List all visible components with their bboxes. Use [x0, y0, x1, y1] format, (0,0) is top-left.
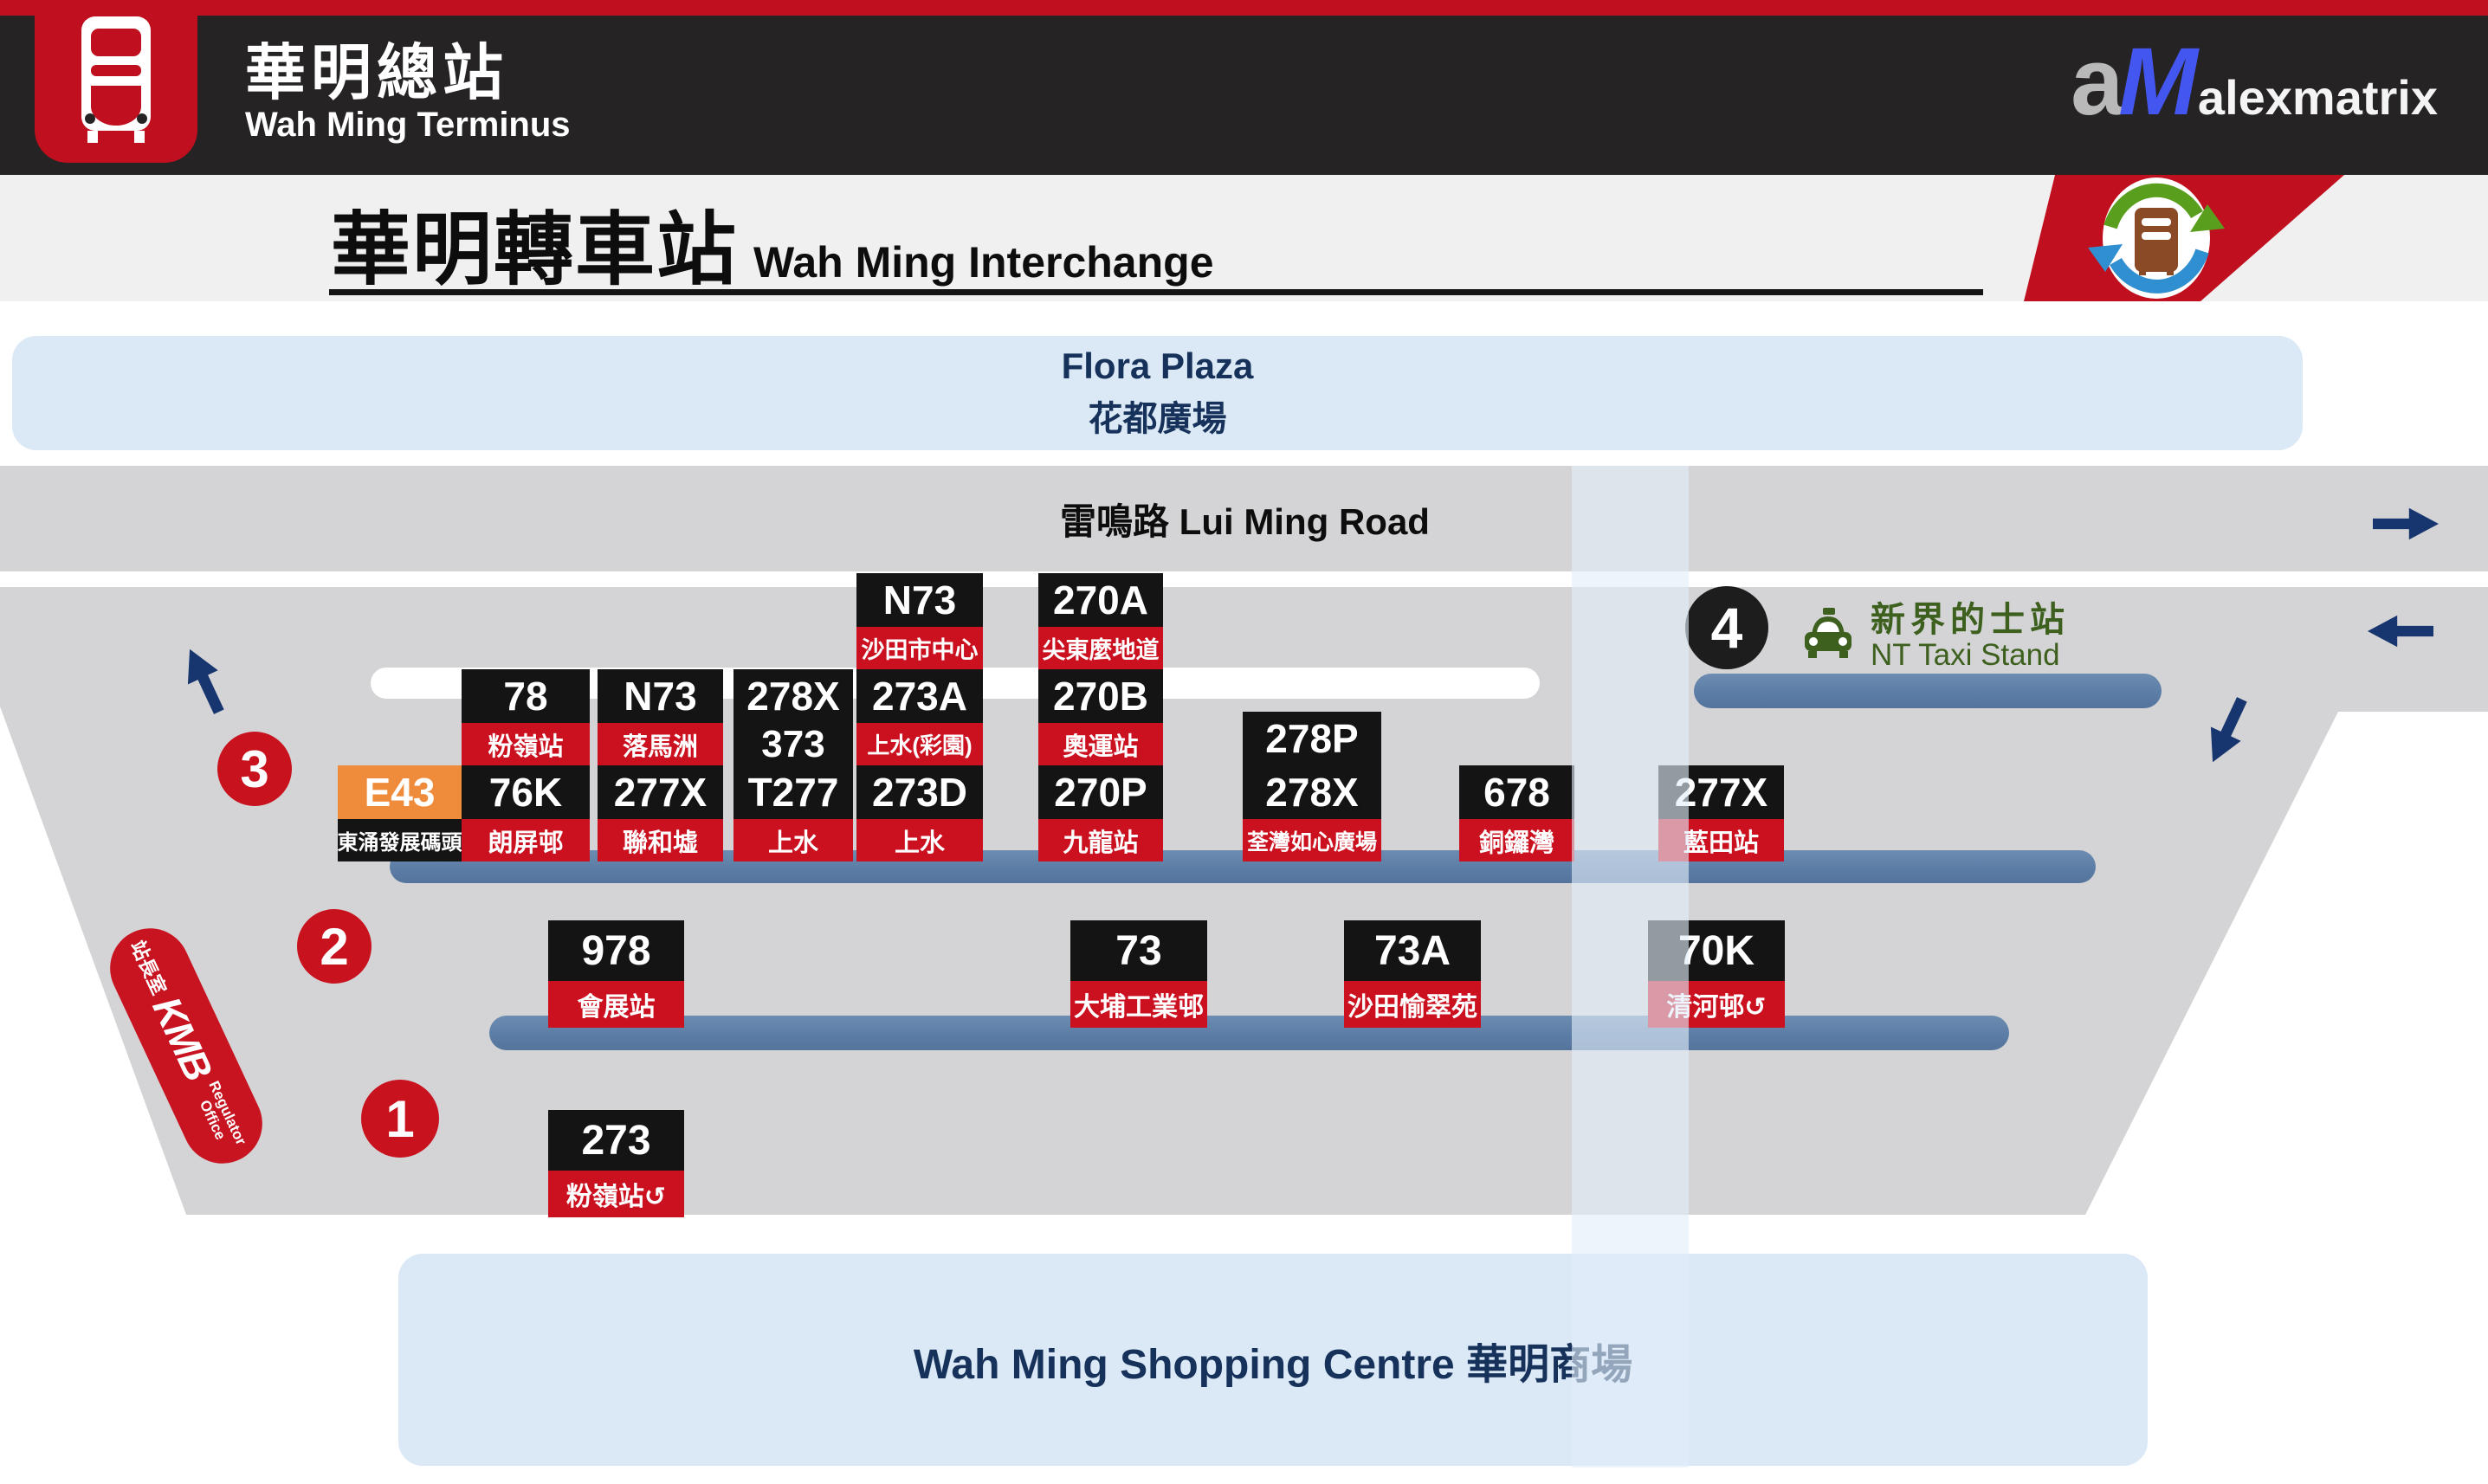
interchange-title-zh: 華明轉車站	[331, 206, 739, 294]
lui-ming-road-label: 雷鳴路 Lui Ming Road	[1060, 500, 1430, 542]
logo-a: a	[2071, 29, 2123, 135]
route-destination: 上水	[856, 819, 983, 861]
logo-wordmark: alexmatrix	[2197, 70, 2438, 125]
taxi-stand-bay	[1694, 674, 2162, 708]
terminus-title-en: Wah Ming Terminus	[245, 106, 571, 144]
bus-badge	[35, 0, 197, 163]
alexmatrix-logo: a M alexmatrix	[2071, 35, 2438, 130]
stop-4-badge: 4	[1685, 586, 1768, 669]
route-number: 270A	[1038, 573, 1163, 627]
route-destination: 朗屏邨	[462, 819, 590, 861]
route-number: 273	[548, 1110, 684, 1171]
route-destination: 東涌發展碼頭	[338, 819, 462, 861]
route-destination: 粉嶺站↺	[548, 1171, 684, 1217]
interchange-icon	[2088, 177, 2225, 299]
flora-plaza-en: Flora Plaza	[1061, 345, 1254, 386]
route-destination: 尖東麼地道	[1038, 627, 1163, 669]
route-number: 373	[733, 723, 853, 765]
route-destination: 上水	[733, 819, 853, 861]
double-decker-bus-icon	[79, 16, 153, 146]
route-column-270a-270b-270p: 270A 尖東麼地道 270B 奧運站 270P 九龍站	[1038, 573, 1163, 861]
route-number: 273A	[856, 669, 983, 723]
stop-1-badge: 1	[361, 1080, 439, 1158]
top-red-bar	[0, 0, 2488, 16]
route-destination: 九龍站	[1038, 819, 1163, 861]
route-column-278x-373-t277: 278X 373 T277 上水	[733, 669, 853, 861]
route-destination: 大埔工業邨	[1070, 981, 1207, 1028]
taxi-stand-label: 新界的士站 NT Taxi Stand	[1871, 601, 2070, 673]
route-column-978: 978 會展站	[548, 920, 684, 1028]
route-destination: 奧運站	[1038, 723, 1163, 765]
route-column-278p-278x: 278P 278X 荃灣如心廣場	[1243, 712, 1381, 861]
route-destination: 沙田市中心	[856, 627, 983, 669]
route-number: T277	[733, 765, 853, 819]
exit-up-left-arrow	[171, 641, 237, 721]
route-destination: 落馬洲	[598, 723, 723, 765]
title-underline	[329, 289, 1983, 295]
route-number: 76K	[462, 765, 590, 819]
flora-plaza-block: Flora Plaza 花都廣場	[12, 336, 2303, 450]
taxi-stand-en: NT Taxi Stand	[1871, 638, 2060, 672]
flora-plaza-zh: 花都廣場	[1088, 400, 1227, 438]
route-destination: 荃灣如心廣場	[1243, 819, 1381, 861]
route-column-678: 678 銅鑼灣	[1459, 765, 1574, 861]
route-number: 73	[1070, 920, 1207, 981]
shopping-centre-block: Wah Ming Shopping Centre 華明商場	[398, 1254, 2148, 1466]
header-bar	[0, 16, 2488, 175]
route-destination: 粉嶺站	[462, 723, 590, 765]
taxi-icon	[1801, 606, 1855, 660]
route-number: 678	[1459, 765, 1574, 819]
route-number: E43	[338, 765, 462, 819]
terminus-title-zh: 華明總站	[245, 39, 508, 106]
route-column-73a: 73A 沙田愉翠苑	[1344, 920, 1481, 1028]
route-destination: 上水(彩園)	[856, 723, 983, 765]
shopping-centre-label: Wah Ming Shopping Centre 華明商場	[913, 1341, 1633, 1388]
regulator-office-zh: 站長室	[126, 937, 171, 998]
route-column-n73-277x: N73 落馬洲 277X 聯和墟	[598, 669, 723, 861]
regulator-office-en: Regulator Office	[196, 1078, 249, 1148]
route-number: 278X	[1243, 765, 1381, 819]
interchange-flag	[2024, 175, 2353, 301]
route-column-73: 73 大埔工業邨	[1070, 920, 1207, 1028]
route-column-e43: E43 東涌發展碼頭	[338, 765, 462, 861]
taxi-stand-zh: 新界的士站	[1871, 601, 2070, 639]
route-number: 278X	[733, 669, 853, 723]
route-column-78-76k: 78 粉嶺站 76K 朗屏邨	[462, 669, 590, 861]
route-number: 270P	[1038, 765, 1163, 819]
logo-m: M	[2118, 29, 2198, 135]
route-destination: 沙田愉翠苑	[1344, 981, 1481, 1028]
route-number: 73A	[1344, 920, 1481, 981]
pedestrian-band-overlay	[1572, 466, 1689, 1468]
route-number: 277X	[598, 765, 723, 819]
interchange-title-en: Wah Ming Interchange	[753, 238, 1214, 287]
route-number: 78	[462, 669, 590, 723]
stop-3-badge: 3	[217, 732, 292, 806]
route-number: N73	[856, 573, 983, 627]
route-destination: 聯和墟	[598, 819, 723, 861]
route-number: 270B	[1038, 669, 1163, 723]
route-number: N73	[598, 669, 723, 723]
lui-ming-road	[0, 466, 2488, 571]
route-destination: 銅鑼灣	[1459, 819, 1574, 861]
route-number: 273D	[856, 765, 983, 819]
interchange-title: 華明轉車站 Wah Ming Interchange	[331, 185, 1214, 300]
kmb-logo: KMB	[144, 990, 222, 1087]
route-column-273: 273 粉嶺站↺	[548, 1110, 684, 1217]
stop-2-badge: 2	[297, 909, 372, 984]
entry-down-left-arrow	[2194, 691, 2260, 771]
road-direction-right-arrow	[2373, 504, 2439, 544]
road-direction-left-arrow	[2368, 611, 2433, 651]
route-column-n73-273a-273d: N73 沙田市中心 273A 上水(彩園) 273D 上水	[856, 573, 983, 861]
route-number: 278P	[1243, 712, 1381, 765]
route-number: 978	[548, 920, 684, 981]
route-destination: 會展站	[548, 981, 684, 1028]
